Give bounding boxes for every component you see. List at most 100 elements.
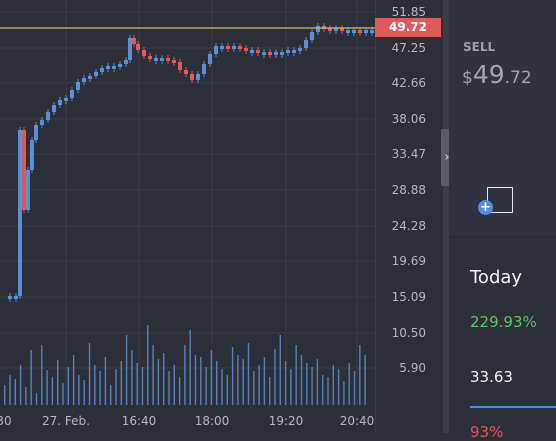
volume-bar (364, 355, 366, 405)
volume-bar (83, 380, 85, 405)
candle-body (286, 50, 290, 53)
candle-body (214, 46, 218, 54)
volume-bar (216, 361, 218, 405)
candle-body (346, 30, 350, 33)
candle-body (40, 120, 44, 125)
volume-bar (295, 345, 297, 405)
y-tick-label: 10.50 (391, 326, 426, 340)
volume-bar (231, 347, 234, 405)
volume-bar (242, 359, 244, 405)
volume-bar (263, 357, 266, 405)
x-tick-label: 20:40 (339, 414, 375, 428)
y-tick-label: 51.85 (391, 5, 426, 19)
volume-bar (343, 381, 345, 405)
add-widget-icon: + (478, 200, 493, 215)
candle-body (128, 38, 132, 60)
candle-body (166, 58, 170, 61)
candle-body (70, 90, 74, 98)
volume-bar (19, 365, 22, 405)
candle-body (268, 52, 272, 55)
candle-body (18, 130, 22, 296)
volume-bar (226, 375, 228, 405)
x-tick-label: 16:40 (121, 414, 157, 428)
volume-bar (168, 371, 170, 405)
volume-bar (46, 370, 48, 405)
x-tick-label: 27. Feb. (42, 414, 90, 428)
add-widget-button[interactable]: + (478, 187, 513, 215)
volume-bar (163, 353, 165, 405)
candle-body (112, 66, 116, 69)
volume-bar (72, 355, 75, 405)
volume-bar (348, 363, 350, 405)
candle-body (328, 28, 332, 31)
candle-body (202, 64, 206, 74)
candle-body (304, 40, 308, 48)
y-tick-label: 28.88 (391, 183, 426, 197)
candle-body (172, 60, 176, 63)
volume-bar (337, 369, 340, 405)
candle-body (316, 26, 320, 32)
candle-body (148, 56, 152, 59)
candle-body (124, 60, 128, 64)
candle-body (190, 74, 194, 80)
volume-bar (57, 360, 59, 405)
candle-body (52, 105, 56, 112)
candle-body (238, 46, 242, 49)
sell-price-decimal: .72 (504, 68, 532, 88)
volume-bar (110, 385, 112, 405)
sell-label: SELL (463, 40, 496, 54)
candle-body (274, 52, 278, 55)
today-heading: Today (470, 267, 523, 288)
volume-bar (353, 371, 356, 405)
volume-bar (194, 355, 197, 405)
volume-bar (67, 367, 69, 405)
today-progress-bar (470, 406, 556, 408)
panel-separator (449, 236, 556, 237)
candle-body (58, 100, 62, 105)
candle-body (364, 30, 368, 33)
candle-body (76, 82, 80, 90)
candle-body (26, 170, 30, 210)
y-tick-label: 15.09 (391, 290, 426, 304)
candle-body (292, 50, 296, 53)
candle-body (64, 98, 68, 101)
volume-bar (152, 345, 154, 405)
volume-bar (88, 343, 91, 405)
x-tick-label: 19:20 (268, 414, 304, 428)
candle-body (232, 46, 236, 49)
volume-bar (147, 325, 149, 405)
volume-bar (279, 335, 281, 405)
volume-bar (269, 377, 271, 405)
candle-body (334, 28, 338, 31)
candle-body (220, 46, 224, 49)
candle-body (262, 52, 266, 55)
candle-body (160, 58, 164, 61)
volume-bar (258, 365, 260, 405)
y-tick-label: 5.90 (399, 361, 426, 375)
volume-bar (41, 345, 43, 405)
volume-bar (253, 371, 255, 405)
volume-bar (141, 367, 144, 405)
candle-body (298, 48, 302, 51)
sell-price-integer: 49 (472, 60, 505, 89)
candle-body (132, 38, 136, 44)
candle-body (184, 70, 188, 74)
volume-bar (78, 375, 80, 405)
price-chart[interactable] (0, 0, 375, 433)
volume-bar (30, 350, 32, 405)
candle-body (340, 28, 344, 31)
volume-bar (25, 387, 27, 405)
y-tick-label: 33.47 (391, 147, 426, 161)
candle-body (8, 296, 12, 299)
volume-bar (210, 350, 213, 405)
candle-body (244, 48, 248, 51)
volume-bar (274, 349, 276, 405)
sell-price-button[interactable]: $49.72 (462, 60, 532, 89)
candle-body (310, 32, 314, 40)
trade-side-panel: SELL $49.72 + Today 229.93% 33.63 93% (449, 0, 556, 441)
volume-bar (359, 345, 361, 405)
volume-bar (120, 361, 122, 405)
volume-bar (205, 367, 207, 405)
candle-body (226, 46, 230, 49)
candle-body (154, 58, 158, 61)
